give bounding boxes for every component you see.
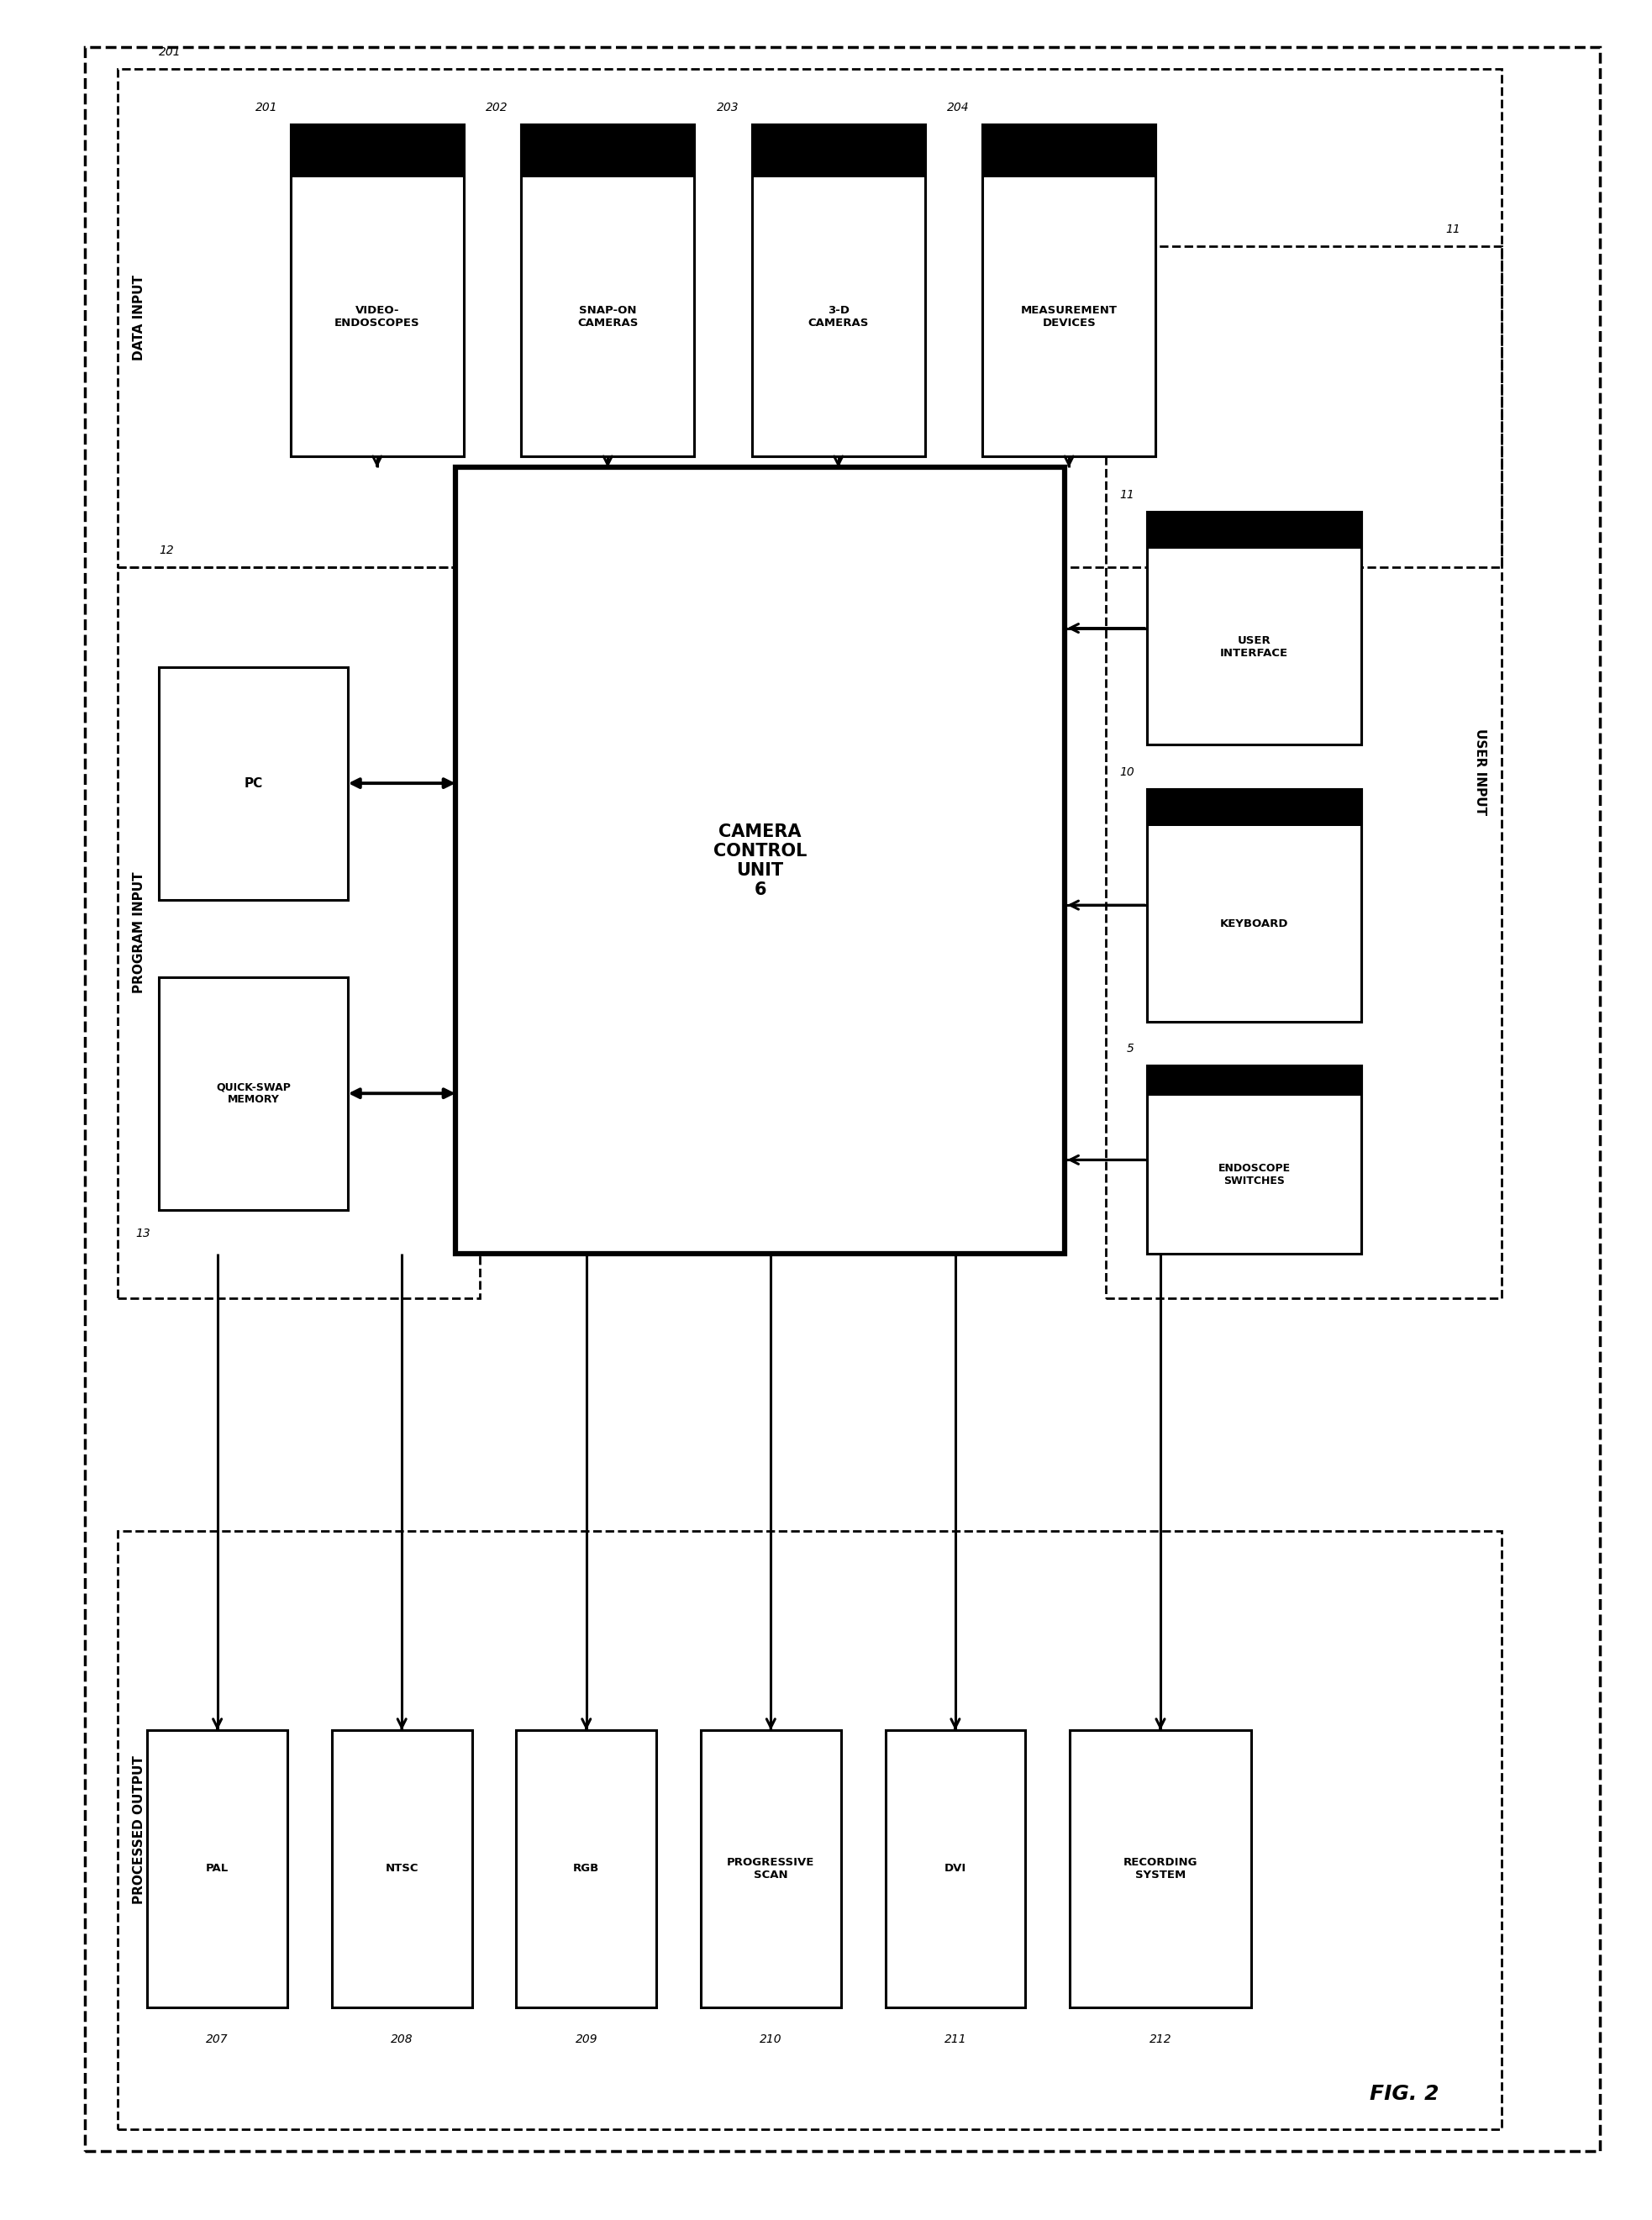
Bar [752, 124, 925, 457]
Text: 212: 212 [1150, 2034, 1171, 2045]
Bar [983, 124, 1155, 457]
Text: RECORDING
SYSTEM: RECORDING SYSTEM [1123, 1856, 1198, 1880]
Text: CAMERA
CONTROL
UNIT
6: CAMERA CONTROL UNIT 6 [714, 824, 806, 899]
Bar [752, 124, 925, 457]
Bar [1146, 788, 1361, 826]
Bar [1146, 788, 1361, 1021]
Text: SNAP-ON
CAMERAS: SNAP-ON CAMERAS [577, 304, 638, 329]
Bar [983, 124, 1155, 457]
Text: 203: 203 [717, 102, 738, 113]
Bar [1146, 513, 1361, 744]
Text: 3-D
CAMERAS: 3-D CAMERAS [808, 304, 869, 329]
Bar [1107, 246, 1502, 1299]
Text: PROGRAM INPUT: PROGRAM INPUT [132, 872, 145, 995]
Bar [291, 124, 464, 457]
Text: PROCESSED OUTPUT: PROCESSED OUTPUT [132, 1756, 145, 1905]
Text: 202: 202 [486, 102, 509, 113]
Text: 210: 210 [760, 2034, 781, 2045]
Text: 13: 13 [135, 1228, 150, 1239]
Text: QUICK-SWAP
MEMORY: QUICK-SWAP MEMORY [216, 1081, 291, 1106]
Text: 208: 208 [390, 2034, 413, 2045]
Text: 201: 201 [159, 47, 182, 58]
Bar [332, 1729, 472, 2007]
Bar [885, 1729, 1026, 2007]
Text: ENDOSCOPE
SWITCHES: ENDOSCOPE SWITCHES [1218, 1163, 1290, 1188]
Text: 204: 204 [947, 102, 970, 113]
Text: PC: PC [244, 777, 263, 790]
Text: USER
INTERFACE: USER INTERFACE [1221, 635, 1289, 659]
Text: 5: 5 [1127, 1043, 1133, 1054]
Bar [117, 1532, 1502, 2129]
Text: USER INPUT: USER INPUT [1474, 728, 1487, 815]
Bar [1146, 513, 1361, 548]
Text: 211: 211 [945, 2034, 966, 2045]
Bar [522, 124, 694, 178]
Bar [1146, 1066, 1361, 1254]
Text: MEASUREMENT
DEVICES: MEASUREMENT DEVICES [1021, 304, 1117, 329]
Text: 207: 207 [206, 2034, 228, 2045]
Bar [159, 977, 349, 1210]
Bar [1146, 1066, 1361, 1254]
Bar [291, 124, 464, 457]
Bar [291, 124, 464, 178]
Bar [1146, 513, 1361, 744]
Text: RGB: RGB [573, 1863, 600, 1874]
Text: 209: 209 [575, 2034, 598, 2045]
Bar [700, 1729, 841, 2007]
Text: DVI: DVI [945, 1863, 966, 1874]
Bar [522, 124, 694, 457]
Text: 10: 10 [1118, 766, 1133, 777]
Text: 11: 11 [1118, 488, 1133, 502]
Text: PROGRESSIVE
SCAN: PROGRESSIVE SCAN [727, 1856, 814, 1880]
Bar [517, 1729, 656, 2007]
Text: 201: 201 [254, 102, 278, 113]
Text: 11: 11 [1446, 224, 1460, 235]
Bar [117, 69, 1502, 568]
Bar [752, 124, 925, 178]
Text: PAL: PAL [206, 1863, 228, 1874]
Bar [1146, 788, 1361, 1021]
Text: FIG. 2: FIG. 2 [1370, 2085, 1439, 2105]
Text: 12: 12 [159, 544, 173, 557]
Text: DATA INPUT: DATA INPUT [132, 275, 145, 362]
Text: NTSC: NTSC [385, 1863, 418, 1874]
Text: KEYBOARD: KEYBOARD [1221, 919, 1289, 930]
Bar [522, 124, 694, 457]
Bar [147, 1729, 287, 2007]
Text: VIDEO-
ENDOSCOPES: VIDEO- ENDOSCOPES [334, 304, 420, 329]
Bar [983, 124, 1155, 178]
Bar [159, 666, 349, 899]
Bar [117, 568, 481, 1299]
Bar [1146, 1066, 1361, 1097]
Bar [456, 468, 1066, 1254]
Bar [1070, 1729, 1251, 2007]
